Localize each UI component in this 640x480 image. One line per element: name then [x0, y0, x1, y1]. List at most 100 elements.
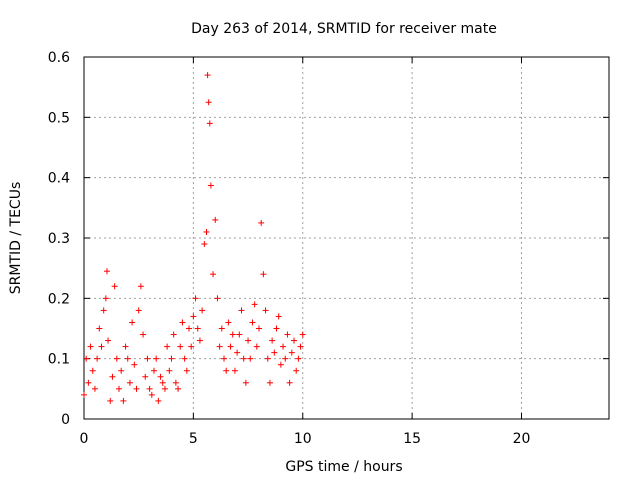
data-point: [186, 325, 192, 332]
data-point: [242, 379, 249, 386]
data-point: [100, 307, 107, 314]
data-point: [275, 313, 282, 320]
data-point: [210, 271, 217, 278]
data-point: [166, 367, 173, 374]
data-point: [96, 325, 103, 332]
data-point: [183, 367, 190, 374]
data-point: [83, 355, 90, 362]
data-point: [172, 379, 179, 386]
data-point: [170, 331, 177, 338]
data-point: [126, 379, 133, 386]
data-point: [179, 319, 186, 326]
y-tick-label: 0.5: [48, 110, 70, 126]
x-axis-label: GPS time / hours: [285, 459, 402, 475]
data-point: [133, 385, 140, 392]
data-point: [87, 343, 94, 350]
data-point: [194, 325, 201, 332]
data-point: [260, 271, 267, 278]
data-point: [175, 385, 182, 392]
grid-lines: [84, 57, 609, 419]
data-point: [151, 367, 157, 374]
data-point: [227, 343, 234, 350]
data-point: [124, 355, 131, 362]
y-tick-label: 0.1: [48, 352, 70, 368]
data-point: [207, 182, 214, 189]
data-point: [256, 325, 262, 332]
chart-title: Day 263 of 2014, SRMTID for receiver mat…: [191, 21, 497, 37]
data-point: [91, 385, 98, 392]
y-tick-label: 0.4: [48, 171, 70, 187]
data-point: [155, 397, 162, 404]
data-point: [214, 295, 221, 302]
data-point: [190, 313, 197, 320]
data-point: [247, 355, 254, 362]
data-point: [225, 319, 232, 326]
data-point: [262, 307, 269, 314]
data-point: [280, 343, 287, 350]
data-point: [109, 373, 116, 380]
data-point: [201, 241, 208, 248]
data-point: [293, 367, 300, 374]
data-point: [288, 349, 295, 356]
data-point: [161, 385, 168, 392]
data-point: [295, 355, 302, 362]
data-point: [216, 343, 223, 350]
y-tick-label: 0.3: [48, 231, 70, 247]
data-point: [94, 355, 101, 362]
data-point: [98, 343, 105, 350]
data-point: [129, 319, 136, 326]
x-tick-label: 0: [80, 431, 89, 447]
data-point: [234, 349, 241, 356]
y-axis-label: SRMTID / TECUs: [8, 182, 24, 295]
data-point: [264, 355, 271, 362]
data-point: [113, 355, 120, 362]
data-point: [291, 337, 297, 344]
data-point: [107, 397, 114, 404]
data-point: [89, 367, 96, 374]
data-point: [277, 361, 284, 368]
data-point: [223, 367, 230, 374]
data-point: [157, 373, 164, 380]
data-point: [284, 331, 291, 338]
data-point: [111, 283, 118, 290]
data-point: [135, 307, 142, 314]
y-tick-label: 0: [61, 412, 70, 428]
data-point: [199, 307, 206, 314]
data-point: [245, 337, 252, 344]
data-point: [212, 216, 219, 223]
data-point: [282, 355, 289, 362]
data-point: [81, 391, 87, 398]
data-point: [102, 295, 109, 302]
data-point: [205, 99, 212, 106]
data-point: [159, 379, 166, 386]
y-tick-label: 0.2: [48, 291, 70, 307]
data-point: [181, 355, 188, 362]
x-tick-label: 5: [189, 431, 198, 447]
data-point: [196, 337, 203, 344]
data-point: [168, 355, 175, 362]
data-point: [148, 391, 155, 398]
axis-ticks: 0 0.1 0.2 0.3 0.4 0.5 0.6 0 5 10 15 20: [48, 50, 609, 447]
data-point: [120, 397, 127, 404]
data-point: [144, 355, 151, 362]
data-point: [273, 325, 280, 332]
data-point: [105, 337, 112, 344]
data-point: [140, 331, 147, 338]
data-point: [286, 379, 293, 386]
data-point: [85, 379, 92, 386]
data-point: [118, 367, 125, 374]
data-point: [240, 355, 247, 362]
data-points: [81, 72, 306, 404]
x-tick-label: 15: [403, 431, 421, 447]
data-point: [236, 331, 243, 338]
data-point: [142, 373, 149, 380]
data-point: [297, 343, 304, 350]
data-point: [258, 219, 265, 226]
data-point: [251, 301, 258, 308]
data-point: [221, 355, 227, 362]
data-point: [116, 385, 122, 392]
data-point: [177, 343, 184, 350]
data-point: [231, 367, 238, 374]
data-point: [188, 343, 195, 350]
